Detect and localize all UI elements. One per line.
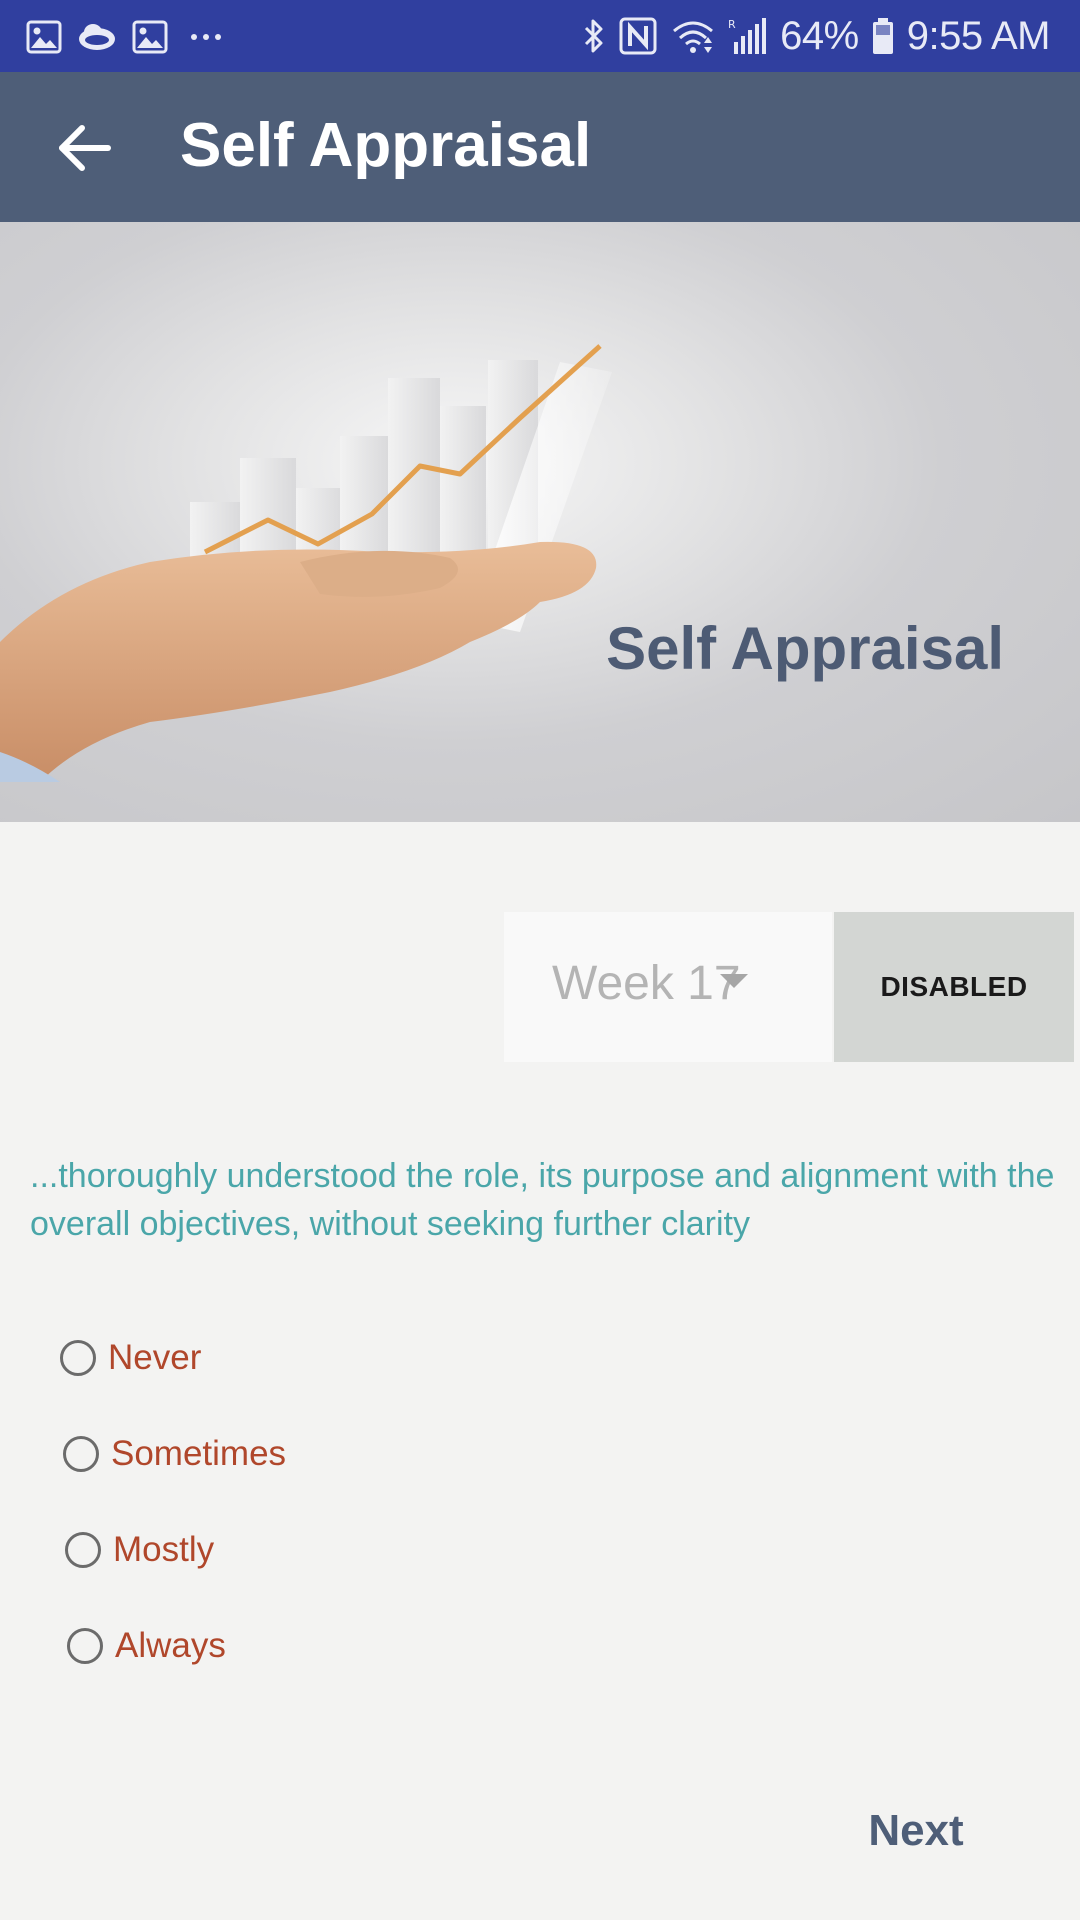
more-dots-icon [182,31,230,43]
image-icon [132,20,168,54]
option-label: Never [108,1338,202,1377]
radio-unchecked-icon[interactable] [63,1436,99,1472]
notification-icons [26,18,230,56]
option-mostly[interactable]: Mostly [65,1528,214,1572]
radio-unchecked-icon[interactable] [60,1340,96,1376]
svg-text:R: R [728,18,736,31]
week-dropdown[interactable]: Week 17 [504,912,832,1062]
option-never[interactable]: Never [60,1336,201,1380]
page-title: Self Appraisal [180,111,592,180]
bluetooth-icon [582,16,606,56]
battery-percent: 64% [780,13,859,58]
cloud-icon [76,20,118,54]
hero-banner: Self Appraisal [0,222,1080,822]
option-label: Always [115,1626,226,1665]
nfc-icon [618,16,658,56]
option-label: Mostly [113,1530,215,1569]
option-label: Sometimes [111,1434,287,1473]
option-sometimes[interactable]: Sometimes [63,1432,286,1476]
wifi-icon [670,17,716,55]
disabled-button[interactable]: DISABLED [834,912,1074,1062]
arrow-left-icon [56,123,112,178]
signal-icon: R [728,16,768,56]
system-status: R 64% 9:55 AM [582,12,1051,60]
question-text: ...thoroughly understood the role, its p… [30,1157,1055,1243]
hero-title: Self Appraisal [606,615,1004,682]
radio-unchecked-icon[interactable] [67,1628,103,1664]
status-bar: R 64% 9:55 AM [0,0,1080,72]
week-value: Week 17 [552,957,741,1010]
dropdown-caret-icon [720,974,748,995]
app-bar: Self Appraisal [0,72,1080,222]
next-button[interactable]: Next [868,1806,964,1855]
option-always[interactable]: Always [67,1624,226,1668]
image-icon [26,20,62,54]
hand-chart-illustration [0,344,612,782]
battery-icon [871,16,895,56]
radio-unchecked-icon[interactable] [65,1532,101,1568]
clock: 9:55 AM [906,13,1051,58]
back-button[interactable] [44,110,124,190]
